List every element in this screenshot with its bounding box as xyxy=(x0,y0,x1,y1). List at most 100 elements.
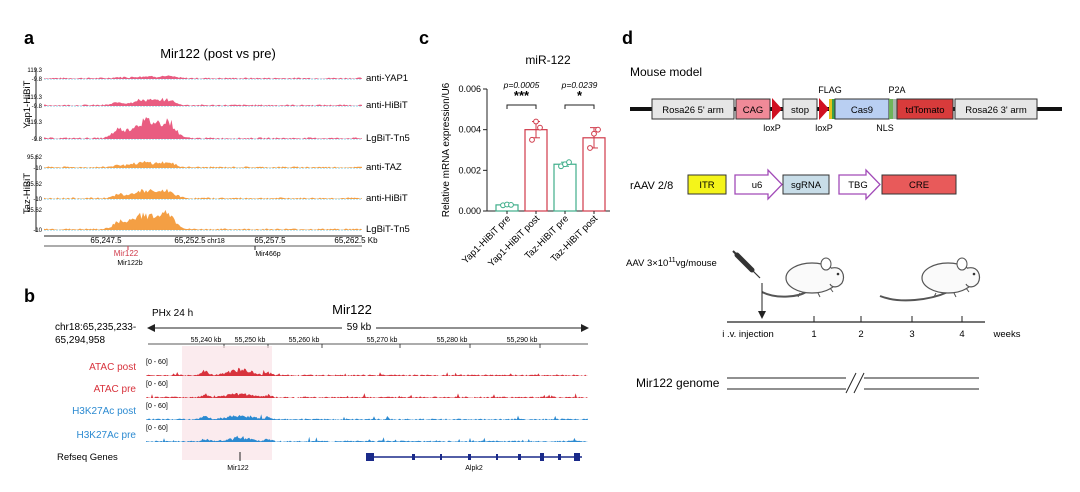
refseq-label: Refseq Genes xyxy=(57,452,118,463)
track-name: H3K27Ac pre xyxy=(77,430,137,441)
panel-c: c miR-122 Relative mRNA expression/U6 0.… xyxy=(419,28,610,269)
data-point xyxy=(533,118,539,125)
p-value-label: p=0.0239 xyxy=(561,80,598,90)
rosa26-3-arm-box xyxy=(954,98,1038,120)
mouse-model-label: Mouse model xyxy=(630,65,702,79)
track-name: anti-HiBiT xyxy=(366,193,408,204)
data-point xyxy=(591,130,597,137)
track-signal xyxy=(44,209,362,230)
gene-mir122b-label: Mir122b xyxy=(117,260,142,267)
week-3-label: 3 xyxy=(909,329,914,340)
mouse-icon-1 xyxy=(761,257,845,298)
track-range: [0 - 60] xyxy=(146,425,168,432)
track-name: ATAC post xyxy=(89,362,136,373)
u6-promoter-arrow xyxy=(734,168,783,201)
panel-b-ruler: 55,240 kb 55,250 kb 55,260 kb 55,270 kb 55,2… xyxy=(148,337,588,348)
mouse-construct: Rosa26 5' arm CAG loxP stop loxP FLAG Ca… xyxy=(630,85,1062,133)
cre-box xyxy=(881,174,957,195)
loxp-triangle-2 xyxy=(819,98,829,120)
track-name: anti-TAZ xyxy=(366,162,402,173)
track-min-label: -10 xyxy=(33,228,42,234)
sgrna-box xyxy=(782,174,830,195)
panel-b: b PHx 24 h Mir122 chr18:65,235,233- 65,2… xyxy=(24,286,589,472)
p-value-label: p=0.0005 xyxy=(503,80,540,90)
chart-title: miR-122 xyxy=(525,53,571,67)
track-max-label: 95.62 xyxy=(27,155,43,161)
raav-label: rAAV 2/8 xyxy=(630,180,673,192)
refseq-gene-alpk2: Alpk2 xyxy=(465,465,483,472)
ruler-tick-label: 55,290 kb xyxy=(507,337,538,344)
group-label: Taz-HiBiT xyxy=(22,173,33,214)
cre-label: CRE xyxy=(909,180,929,191)
panel-d: d Mouse model Rosa26 5' arm CAG loxP sto… xyxy=(622,28,1062,394)
track-name: LgBiT-Tn5 xyxy=(366,224,410,235)
injection-label: i .v. injection xyxy=(722,329,774,340)
chromosome-label: chr18 xyxy=(207,238,225,245)
gene-mir466p-label: Mir466p xyxy=(255,251,280,258)
bar xyxy=(553,163,577,212)
bar xyxy=(524,129,548,212)
rosa26-5-arm-box xyxy=(651,98,735,120)
genome-label: Mir122 genome xyxy=(636,376,720,390)
comparison-bracket xyxy=(506,104,537,109)
cag-label: CAG xyxy=(743,105,764,116)
dose-suffix: vg/mouse xyxy=(676,258,717,269)
timeline: i .v. injection 1 2 3 4 weeks xyxy=(722,283,1021,340)
condition-label: PHx 24 h xyxy=(152,308,193,319)
track-min-label: -10 xyxy=(33,166,42,172)
coord-tick-1: 65,247.5 xyxy=(90,236,122,245)
track-range: [0 - 60] xyxy=(146,359,168,366)
track-max-label: 119.3 xyxy=(27,120,42,126)
panel-a-letter: a xyxy=(24,28,35,48)
track-range: [0 - 60] xyxy=(146,403,168,410)
tbg-label: TBG xyxy=(848,180,868,191)
y-tick-label: 0.002 xyxy=(458,165,481,175)
raav-construct: rAAV 2/8 ITR u6 sgRNA TBG CRE xyxy=(630,168,957,201)
sgrna-label: sgRNA xyxy=(791,180,822,191)
track-name: anti-YAP1 xyxy=(366,73,408,84)
refseq-gene-mir122: Mir122 xyxy=(227,465,249,472)
stop-label: stop xyxy=(791,105,809,116)
group-label: Yap1-HiBiT xyxy=(22,80,33,128)
comparison-bracket xyxy=(564,104,595,109)
ruler-tick-label: 55,260 kb xyxy=(289,337,320,344)
data-point xyxy=(537,124,543,131)
track-signal xyxy=(44,97,362,106)
x-tick-label: Yap1-HiBiT pre xyxy=(460,213,513,266)
panel-a-coordinate-axis: 65,247.5 65,252.5 65,257.5 65,262.5 Kb c… xyxy=(44,235,378,267)
itr-label: ITR xyxy=(699,180,714,191)
u6-label: u6 xyxy=(752,180,763,191)
dose-prefix: AAV 3×10 xyxy=(626,258,668,269)
panel-c-letter: c xyxy=(419,28,429,48)
mir122-genome: Mir122 genome xyxy=(636,372,979,394)
tbg-promoter-arrow xyxy=(838,168,881,201)
alpk2-gene-model xyxy=(366,453,582,461)
rosa26-5-arm-label: Rosa26 5' arm xyxy=(662,105,724,116)
x-tick-label: Yap1-HiBiT post xyxy=(486,213,542,269)
cag-box xyxy=(735,98,771,120)
loxp-label-1: loxP xyxy=(763,123,781,133)
track-signal xyxy=(146,367,588,376)
p2a-label: P2A xyxy=(888,85,905,95)
ruler-tick-label: 55,270 kb xyxy=(367,337,398,344)
track-name: H3K27Ac post xyxy=(72,406,136,417)
flag-label: FLAG xyxy=(818,85,842,95)
tdtomato-box xyxy=(896,98,954,120)
data-point xyxy=(508,202,514,208)
track-range: [0 - 60] xyxy=(146,381,168,388)
panel-a: a Mir122 (post vs pre) Yap1-HiBiT119.3-9… xyxy=(22,28,410,267)
data-point xyxy=(566,159,572,166)
syringe-icon xyxy=(732,250,761,279)
track-name: anti-HiBiT xyxy=(366,100,408,111)
track-min-label: -9.8 xyxy=(32,104,43,110)
y-tick-label: 0.006 xyxy=(458,84,481,94)
loxp-label-2: loxP xyxy=(815,123,833,133)
significance-stars: * xyxy=(577,88,583,103)
itr-box xyxy=(687,174,727,195)
panel-b-title: Mir122 xyxy=(332,302,372,317)
coord-tick-2: 65,252.5 xyxy=(174,236,206,245)
genomic-region: chr18:65,235,233- xyxy=(55,322,136,333)
track-signal xyxy=(44,117,362,139)
track-max-label: 95.62 xyxy=(27,182,43,188)
